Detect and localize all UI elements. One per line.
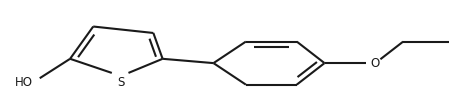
Text: HO: HO xyxy=(15,76,33,89)
Text: O: O xyxy=(370,57,379,70)
Text: S: S xyxy=(117,76,125,89)
